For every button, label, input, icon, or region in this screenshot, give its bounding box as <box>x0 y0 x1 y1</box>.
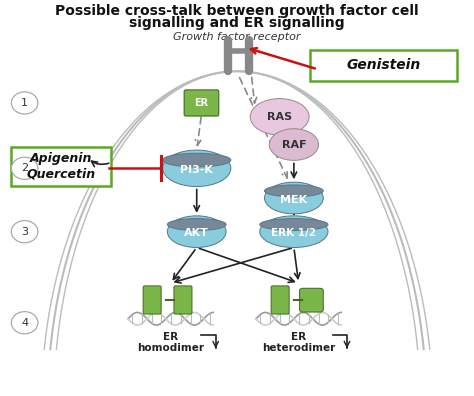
Text: ER
heterodimer: ER heterodimer <box>262 332 335 354</box>
Ellipse shape <box>167 219 226 230</box>
Text: 3: 3 <box>21 227 28 237</box>
FancyBboxPatch shape <box>143 286 161 314</box>
Circle shape <box>11 157 38 179</box>
Text: Possible cross-talk between growth factor cell: Possible cross-talk between growth facto… <box>55 4 419 18</box>
FancyBboxPatch shape <box>174 286 192 314</box>
Text: 2: 2 <box>21 163 28 173</box>
Text: ER
homodimer: ER homodimer <box>137 332 204 354</box>
Text: 4: 4 <box>21 318 28 328</box>
Circle shape <box>11 92 38 114</box>
FancyBboxPatch shape <box>310 50 457 81</box>
Ellipse shape <box>163 150 231 187</box>
Text: ER: ER <box>194 98 209 108</box>
Circle shape <box>11 312 38 334</box>
Text: signalling and ER signalling: signalling and ER signalling <box>129 16 345 30</box>
Text: MEK: MEK <box>280 194 308 205</box>
Text: AKT: AKT <box>184 228 209 238</box>
Ellipse shape <box>167 216 226 248</box>
FancyBboxPatch shape <box>271 286 289 314</box>
Text: 1: 1 <box>21 98 28 108</box>
Text: RAS: RAS <box>267 112 292 122</box>
Ellipse shape <box>269 129 319 160</box>
Text: ERK 1/2: ERK 1/2 <box>272 228 316 238</box>
Ellipse shape <box>260 216 328 248</box>
Text: Growth factor receptor: Growth factor receptor <box>173 32 301 42</box>
Ellipse shape <box>264 182 323 214</box>
Circle shape <box>11 221 38 243</box>
Text: Apigenin
Quercetin: Apigenin Quercetin <box>27 152 96 180</box>
Text: PI3-K: PI3-K <box>180 165 213 175</box>
FancyBboxPatch shape <box>11 147 111 186</box>
Ellipse shape <box>260 219 328 230</box>
Ellipse shape <box>264 185 323 197</box>
FancyBboxPatch shape <box>184 90 219 116</box>
Ellipse shape <box>250 99 309 135</box>
Text: Genistein: Genistein <box>347 58 421 72</box>
Ellipse shape <box>163 153 231 167</box>
FancyBboxPatch shape <box>300 288 323 312</box>
Text: RAF: RAF <box>282 139 306 150</box>
